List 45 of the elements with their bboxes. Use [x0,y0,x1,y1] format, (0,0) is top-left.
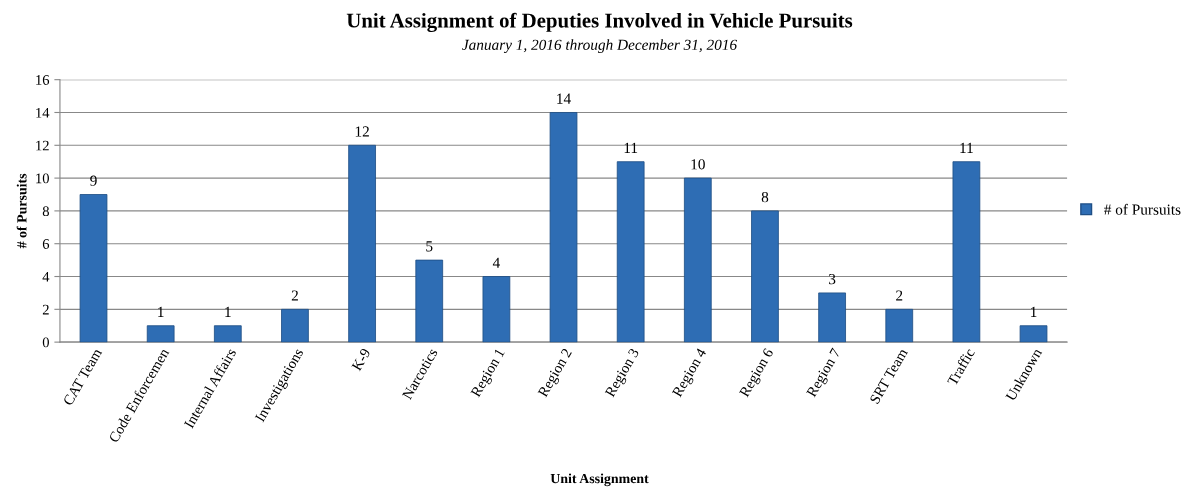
y-tick-label: 4 [42,271,50,282]
y-tick-label: 14 [36,107,50,118]
y-axis-title: # of Pursuits [16,173,27,249]
bar [79,194,108,343]
data-label: 1 [1031,306,1037,317]
data-label: 11 [624,142,638,153]
x-tick-label: K-9 [351,347,371,372]
y-tick-label: 10 [36,173,49,184]
data-label: 3 [829,273,836,285]
legend-label: # of Pursuits [1104,203,1181,215]
data-label: 1 [225,306,231,317]
y-tick-label: 6 [42,239,50,249]
data-label: 2 [291,290,298,301]
data-label: 4 [492,257,500,268]
y-tick-label: 8 [42,206,49,217]
bar [952,161,981,343]
bar [885,308,914,343]
bar [818,292,846,343]
data-label: 8 [761,191,769,203]
data-label: 1 [158,306,164,317]
bar [281,308,309,343]
bar [549,112,578,343]
y-tick-label: 2 [42,304,49,315]
bar [415,259,444,343]
bar [213,325,242,343]
bar [348,144,376,343]
data-label: 9 [90,175,97,186]
y-tick-label: 12 [36,140,49,151]
data-label: 11 [960,142,973,153]
data-label: 10 [691,159,705,170]
bar [1019,325,1048,343]
chart-title: Unit Assignment of Deputies Involved in Vehicle Pursuits [346,12,853,32]
bar [616,161,645,343]
x-axis-title: Unit Assignment [550,473,649,487]
y-tick-label: 16 [36,75,50,85]
data-label: 14 [557,93,571,104]
data-label: 12 [355,126,369,137]
chart-subtitle: January 1, 2016 through December 31, 2016 [462,39,738,54]
data-label: 2 [896,290,903,301]
bar [482,276,511,343]
y-tick-label: 0 [42,337,49,348]
bar [683,177,712,343]
bar [751,210,779,343]
bar [146,325,175,343]
data-label: 5 [426,241,433,252]
